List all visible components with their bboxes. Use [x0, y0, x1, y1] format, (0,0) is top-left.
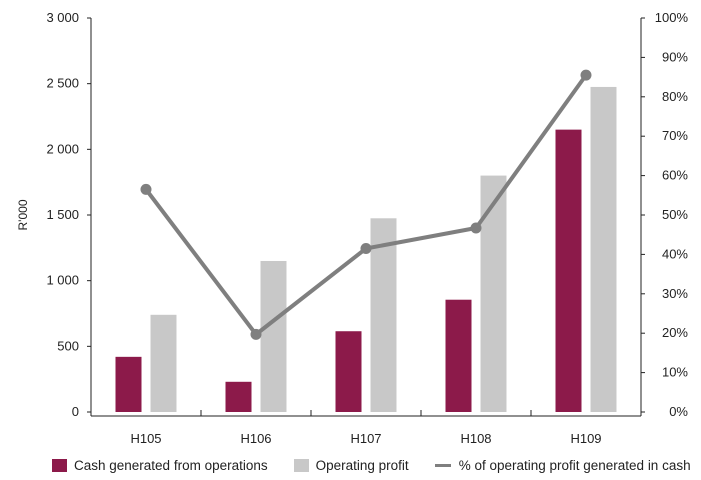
legend-label-cash: Cash generated from operations: [74, 458, 268, 473]
y2-tick-label: 30%: [662, 286, 688, 301]
line-percent: [144, 73, 588, 337]
x-tick-label: H105: [130, 431, 161, 446]
y-tick-label: 1 500: [46, 207, 79, 222]
y2-tick-label: 80%: [662, 89, 688, 104]
x-tick-label: H109: [570, 431, 601, 446]
legend-swatch-percent: [434, 464, 451, 467]
bar-operating-profit: [370, 218, 397, 412]
y-tick-label: 2 000: [46, 141, 79, 156]
y2-tick-label: 0%: [669, 404, 688, 419]
legend: Cash generated from operations Operating…: [52, 458, 701, 473]
legend-label-percent: % of operating profit generated in cash: [458, 458, 691, 473]
y-axis-label: R'000: [16, 199, 30, 230]
y2-tick-label: 70%: [662, 128, 688, 143]
legend-item-operating-profit: Operating profit: [293, 458, 409, 473]
bar-cash: [115, 356, 142, 412]
bar-cash: [445, 299, 472, 412]
line-point-percent: [140, 183, 152, 195]
x-tick-label: H106: [240, 431, 271, 446]
bar-cash: [335, 331, 362, 412]
line-point-percent: [470, 222, 482, 234]
bar-cash: [555, 129, 582, 412]
y2-tick-label: 20%: [662, 325, 688, 340]
line-point-percent: [250, 328, 262, 340]
y2-tick-label: 10%: [662, 365, 688, 380]
legend-item-cash: Cash generated from operations: [52, 458, 268, 473]
x-tick-label: H108: [460, 431, 491, 446]
bar-cash: [225, 381, 252, 412]
y2-tick-label: 100%: [655, 10, 689, 25]
bar-operating-profit: [480, 175, 507, 412]
y-tick-label: 3 000: [46, 10, 79, 25]
legend-swatch-operating-profit: [293, 459, 309, 472]
y-tick-label: 500: [57, 338, 79, 353]
y-tick-label: 2 500: [46, 76, 79, 91]
x-tick-label: H107: [350, 431, 381, 446]
y2-tick-label: 40%: [662, 246, 688, 261]
line-point-percent: [360, 242, 372, 254]
legend-item-percent: % of operating profit generated in cash: [434, 458, 691, 473]
legend-swatch-cash: [52, 459, 67, 472]
y-tick-label: 0: [72, 404, 79, 419]
legend-label-operating-profit: Operating profit: [315, 458, 409, 473]
y2-tick-label: 50%: [662, 207, 688, 222]
bar-operating-profit: [150, 314, 177, 412]
line-point-percent: [580, 69, 592, 81]
bar-operating-profit: [260, 260, 287, 412]
y2-tick-label: 90%: [662, 49, 688, 64]
bar-operating-profit: [590, 86, 617, 412]
y-tick-label: 1 000: [46, 273, 79, 288]
y2-tick-label: 60%: [662, 168, 688, 183]
